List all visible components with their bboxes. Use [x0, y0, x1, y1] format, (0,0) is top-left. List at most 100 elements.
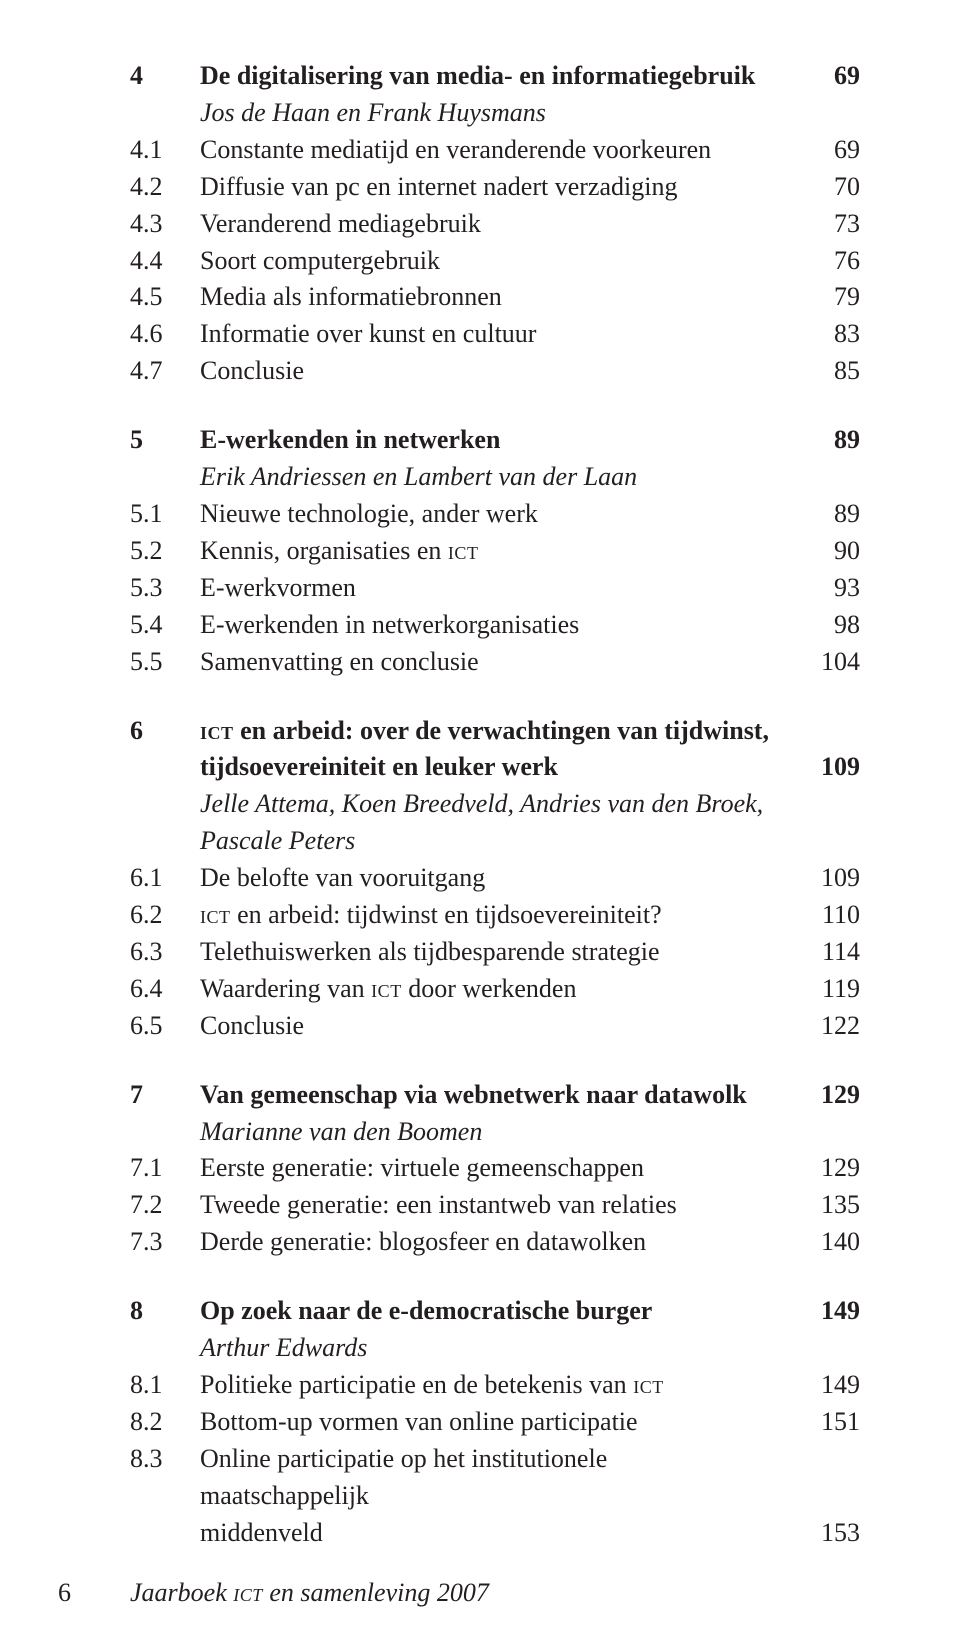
toc-entry-number: 6.3: [130, 934, 200, 971]
toc-entry-title: Arthur Edwards: [200, 1330, 790, 1367]
toc-row: 5.2Kennis, organisaties en ict90: [130, 533, 860, 570]
toc-entry-number: 7.2: [130, 1187, 200, 1224]
toc-entry-title: Op zoek naar de e-democratische burger: [200, 1293, 790, 1330]
toc-row: 8.3Online participatie op het institutio…: [130, 1441, 860, 1515]
toc-entry-title: Veranderend mediagebruik: [200, 206, 790, 243]
toc-entry-page: 119: [790, 971, 860, 1008]
toc-entry-title: Van gemeenschap via webnetwerk naar data…: [200, 1077, 790, 1114]
toc-row: 4.6Informatie over kunst en cultuur83: [130, 316, 860, 353]
toc-row: 4.2Diffusie van pc en internet nadert ve…: [130, 169, 860, 206]
toc-entry-number: 8.2: [130, 1404, 200, 1441]
toc-title-segment-smallcaps: ict: [633, 1370, 664, 1399]
toc-entry-title: Constante mediatijd en veranderende voor…: [200, 132, 790, 169]
toc-row: 7.2Tweede generatie: een instantweb van …: [130, 1187, 860, 1224]
toc-entry-page: 89: [790, 422, 860, 459]
footer-book-title: Jaarboek ict en samenleving 2007: [130, 1575, 489, 1612]
toc-entry-page: 69: [790, 132, 860, 169]
toc-title-segment: en arbeid: over de verwachtingen van tij…: [234, 716, 769, 745]
toc-entry-title: Jos de Haan en Frank Huysmans: [200, 95, 790, 132]
toc-entry-title: Erik Andriessen en Lambert van der Laan: [200, 459, 790, 496]
toc-entry-page: 129: [790, 1150, 860, 1187]
toc-entry-number: 4.5: [130, 279, 200, 316]
toc-entry-title: Politieke participatie en de betekenis v…: [200, 1367, 790, 1404]
toc-row: 4.1Constante mediatijd en veranderende v…: [130, 132, 860, 169]
toc-entry-page: 73: [790, 206, 860, 243]
toc-row: Erik Andriessen en Lambert van der Laan: [130, 459, 860, 496]
toc-entry-title: E-werkvormen: [200, 570, 790, 607]
toc-entry-page: 149: [790, 1367, 860, 1404]
toc-entry-number: 6.1: [130, 860, 200, 897]
toc-entry-page: 76: [790, 243, 860, 280]
toc-block: 6ict en arbeid: over de verwachtingen va…: [130, 713, 860, 1045]
toc-row: 8Op zoek naar de e-democratische burger1…: [130, 1293, 860, 1330]
toc-row: 4.5Media als informatiebronnen79: [130, 279, 860, 316]
toc-entry-title: Marianne van den Boomen: [200, 1114, 790, 1151]
toc-row: 4.3Veranderend mediagebruik73: [130, 206, 860, 243]
toc-entry-page: 104: [790, 644, 860, 681]
toc-entry-title: Conclusie: [200, 1008, 790, 1045]
toc-entry-number: 6.2: [130, 897, 200, 934]
toc-entry-title: De digitalisering van media- en informat…: [200, 58, 790, 95]
toc-entry-page: 129: [790, 1077, 860, 1114]
toc-page: 4De digitalisering van media- en informa…: [0, 0, 960, 1634]
toc-entry-number: 5: [130, 422, 200, 459]
toc-title-segment-smallcaps: ict: [200, 900, 231, 929]
toc-entry-page: 83: [790, 316, 860, 353]
toc-entry-page: 69: [790, 58, 860, 95]
toc-entry-title: middenveld: [200, 1515, 790, 1552]
footer-page-number: 6: [58, 1575, 130, 1612]
toc-block: 5E-werkenden in netwerken89Erik Andriess…: [130, 422, 860, 680]
footer-text-suffix: en samenleving 2007: [263, 1578, 489, 1607]
toc-entry-title: Informatie over kunst en cultuur: [200, 316, 790, 353]
toc-row: Arthur Edwards: [130, 1330, 860, 1367]
toc-title-segment: Kennis, organisaties en: [200, 536, 448, 565]
toc-row: 6.4Waardering van ict door werkenden119: [130, 971, 860, 1008]
toc-entry-number: 6.4: [130, 971, 200, 1008]
toc-entry-title: Derde generatie: blogosfeer en datawolke…: [200, 1224, 790, 1261]
toc-entry-number: 4.7: [130, 353, 200, 390]
toc-entry-number: 7.1: [130, 1150, 200, 1187]
toc-entry-number: 8: [130, 1293, 200, 1330]
toc-entry-page: 85: [790, 353, 860, 390]
toc-row: tijdsoevereiniteit en leuker werk109: [130, 749, 860, 786]
toc-entry-number: 4.4: [130, 243, 200, 280]
toc-entry-page: 109: [790, 860, 860, 897]
footer-text-sc: ict: [233, 1578, 263, 1607]
toc-entry-page: 135: [790, 1187, 860, 1224]
toc-entry-number: 8.3: [130, 1441, 200, 1478]
toc-row: 6.2ict en arbeid: tijdwinst en tijdsoeve…: [130, 897, 860, 934]
toc-entry-page: 79: [790, 279, 860, 316]
toc-entry-number: 8.1: [130, 1367, 200, 1404]
toc-entry-number: 4.1: [130, 132, 200, 169]
toc-entry-page: 140: [790, 1224, 860, 1261]
toc-entry-title: Samenvatting en conclusie: [200, 644, 790, 681]
toc-entry-title: tijdsoevereiniteit en leuker werk: [200, 749, 790, 786]
toc-entry-page: 90: [790, 533, 860, 570]
footer-text-prefix: Jaarboek: [130, 1578, 233, 1607]
toc-row: Jos de Haan en Frank Huysmans: [130, 95, 860, 132]
toc-title-segment: door werkenden: [402, 974, 577, 1003]
toc-entry-title: E-werkenden in netwerken: [200, 422, 790, 459]
toc-entry-number: 5.1: [130, 496, 200, 533]
toc-title-segment: Waardering van: [200, 974, 371, 1003]
toc-entry-page: 114: [790, 934, 860, 971]
toc-block: 7Van gemeenschap via webnetwerk naar dat…: [130, 1077, 860, 1262]
toc-entry-title: Jelle Attema, Koen Breedveld, Andries va…: [200, 786, 790, 860]
toc-entry-title: Bottom-up vormen van online participatie: [200, 1404, 790, 1441]
toc-entry-title: Nieuwe technologie, ander werk: [200, 496, 790, 533]
toc-entry-number: 4.3: [130, 206, 200, 243]
toc-entry-page: 151: [790, 1404, 860, 1441]
toc-entry-title: Eerste generatie: virtuele gemeenschappe…: [200, 1150, 790, 1187]
toc-row: Jelle Attema, Koen Breedveld, Andries va…: [130, 786, 860, 860]
toc-entry-number: 5.3: [130, 570, 200, 607]
toc-block: 4De digitalisering van media- en informa…: [130, 58, 860, 390]
toc-entry-title: E-werkenden in netwerkorganisaties: [200, 607, 790, 644]
toc-row: 5.4E-werkenden in netwerkorganisaties98: [130, 607, 860, 644]
toc-entry-title: Tweede generatie: een instantweb van rel…: [200, 1187, 790, 1224]
toc-row: 5.1Nieuwe technologie, ander werk89: [130, 496, 860, 533]
toc-entry-page: 89: [790, 496, 860, 533]
toc-row: 7.3Derde generatie: blogosfeer en datawo…: [130, 1224, 860, 1261]
toc-entry-page: 122: [790, 1008, 860, 1045]
toc-row: 7.1Eerste generatie: virtuele gemeenscha…: [130, 1150, 860, 1187]
toc-entry-title: De belofte van vooruitgang: [200, 860, 790, 897]
